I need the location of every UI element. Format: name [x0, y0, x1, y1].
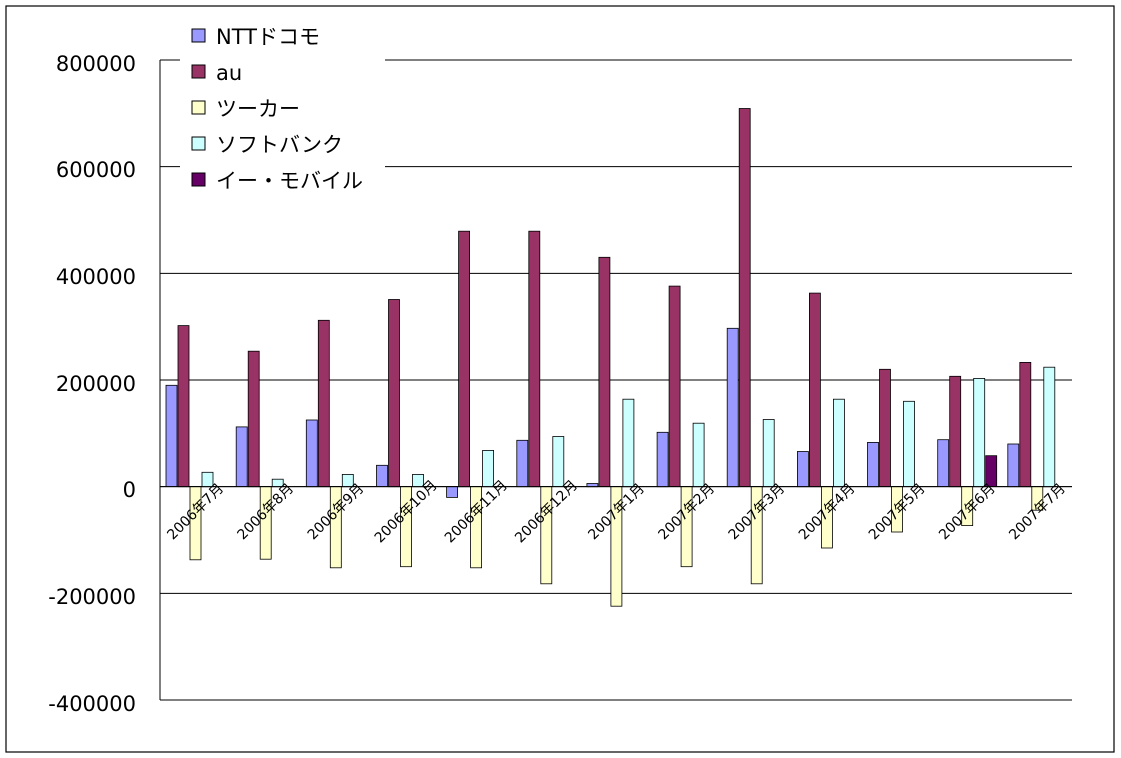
bar	[738, 108, 751, 488]
bar	[305, 419, 318, 488]
bar	[317, 319, 330, 488]
bar	[388, 299, 400, 488]
legend-swatch-emobile	[191, 172, 206, 187]
bar	[516, 439, 529, 488]
bar	[1007, 443, 1020, 488]
y-tick-label: 600000	[56, 158, 136, 182]
legend-label: ソフトバンク	[216, 133, 343, 157]
legend-label: ツーカー	[216, 97, 300, 121]
y-tick-label: -200000	[48, 585, 136, 609]
legend-swatch-tuka	[191, 100, 206, 115]
legend-label: NTTドコモ	[216, 25, 320, 49]
bar	[622, 398, 635, 488]
bar	[726, 327, 739, 488]
bar	[903, 400, 915, 487]
chart-border	[5, 5, 1115, 753]
legend-swatch-softbank	[191, 136, 206, 151]
bar	[1019, 361, 1032, 488]
bar	[177, 325, 190, 488]
bar	[973, 377, 986, 488]
y-tick-labels: 800000 600000 400000 200000 0 -200000 -4…	[48, 52, 136, 716]
bar	[598, 256, 611, 487]
bar	[692, 422, 705, 488]
bar	[833, 398, 845, 488]
bar	[797, 451, 809, 488]
bar	[247, 350, 260, 488]
bar	[165, 384, 178, 487]
bar	[809, 292, 821, 488]
bar	[458, 230, 471, 488]
bar	[482, 449, 495, 488]
bar	[376, 464, 388, 487]
bar	[552, 436, 565, 487]
y-tick-label: 800000	[56, 52, 136, 76]
legend-swatch-au	[191, 64, 206, 79]
legend: NTTドコモ au ツーカー ソフトバンク イー・モバイル	[180, 20, 385, 202]
bar	[867, 441, 879, 488]
legend-swatch-docomo	[191, 28, 206, 43]
legend-label: イー・モバイル	[216, 169, 363, 193]
y-tick-label: 400000	[56, 265, 136, 289]
bars	[165, 108, 1056, 607]
legend-background	[180, 20, 385, 202]
legend-label: au	[216, 61, 242, 85]
bar	[446, 486, 459, 498]
bar	[528, 230, 541, 488]
bar	[762, 419, 775, 488]
y-tick-label: 0	[123, 478, 136, 502]
bar	[937, 439, 950, 488]
y-tick-label: -400000	[48, 692, 136, 716]
y-tick-label: 200000	[56, 372, 136, 396]
bar	[656, 431, 669, 488]
bar	[235, 426, 248, 487]
bar	[1043, 366, 1056, 488]
bar	[668, 285, 681, 488]
bar	[949, 375, 962, 488]
bar	[879, 368, 891, 487]
